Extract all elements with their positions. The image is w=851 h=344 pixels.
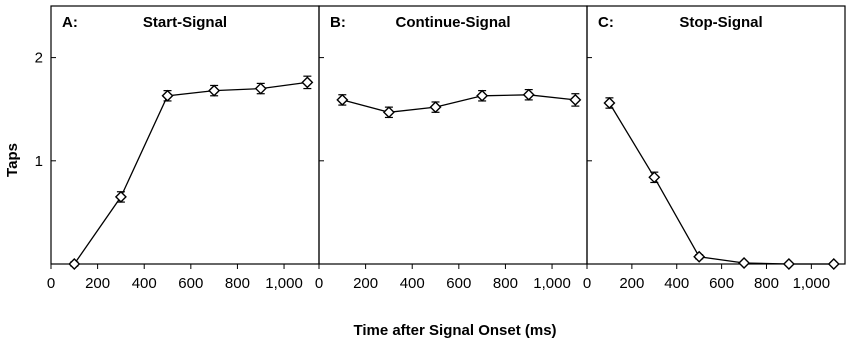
data-point-marker (782, 258, 795, 270)
x-tick-label: 600 (178, 275, 203, 292)
panel-title: Stop-Signal (679, 14, 762, 31)
x-tick-label: 200 (85, 275, 110, 292)
data-point-marker (161, 89, 174, 102)
data-point-marker (603, 97, 616, 109)
x-tick-label: 1,000 (265, 275, 303, 292)
x-tick-label: 600 (446, 275, 471, 292)
series-line (608, 102, 834, 265)
data-point-marker (68, 258, 81, 270)
x-tick-label: 0 (315, 275, 323, 292)
data-point-marker (476, 89, 489, 102)
x-tick-label: 0 (47, 275, 55, 292)
series-line (73, 81, 308, 265)
x-tick-label: 200 (619, 275, 644, 292)
panel-title: Continue-Signal (396, 14, 511, 31)
data-point-marker (569, 93, 582, 106)
x-tick-label: 400 (664, 275, 689, 292)
panel-title: Start-Signal (143, 14, 227, 31)
x-tick-label: 1,000 (793, 275, 831, 292)
x-tick-label: 200 (353, 275, 378, 292)
data-point-marker (827, 258, 840, 270)
x-tick-label: 400 (400, 275, 425, 292)
panel-letter: B: (330, 14, 346, 31)
data-point-marker (648, 171, 661, 184)
data-point-marker (382, 106, 395, 119)
data-point-marker (336, 93, 349, 106)
series-line (342, 94, 576, 113)
data-point-marker (429, 101, 442, 114)
data-point-marker (693, 250, 706, 263)
panel-1: A: Start-Signal 1 2 0 200 400 600 800 1,000 (35, 5, 320, 292)
x-tick-label: 400 (132, 275, 157, 292)
data-point-marker (114, 190, 127, 203)
x-tick-label: 800 (225, 275, 250, 292)
data-point-marker (738, 256, 751, 269)
panel-3: C: Stop-Signal 0 200 400 600 800 1,000 (583, 5, 846, 292)
panel-letter: A: (62, 14, 78, 31)
panel-letter: C: (598, 14, 614, 31)
x-tick-label: 600 (709, 275, 734, 292)
panel-frame (586, 5, 846, 265)
y-tick-label: 1 (35, 153, 43, 170)
panel-2: B: Continue-Signal 0 200 400 600 800 1,000 (315, 5, 588, 292)
x-tick-label: 800 (493, 275, 518, 292)
x-tick-label: 800 (754, 275, 779, 292)
data-point-marker (254, 82, 267, 95)
data-point-marker (208, 84, 221, 97)
x-tick-label: 1,000 (533, 275, 571, 292)
x-tick-label: 0 (583, 275, 591, 292)
y-axis-title: Taps (4, 143, 21, 177)
panel-frame (318, 5, 588, 265)
panels-group: A: Start-Signal 1 2 0 200 400 600 800 1,000 B: Cont… (35, 5, 846, 292)
data-point-marker (522, 88, 535, 101)
y-tick-label: 2 (35, 50, 43, 67)
panel-frame (50, 5, 320, 265)
x-axis-title: Time after Signal Onset (ms) (353, 322, 556, 339)
data-point-marker (301, 76, 314, 89)
